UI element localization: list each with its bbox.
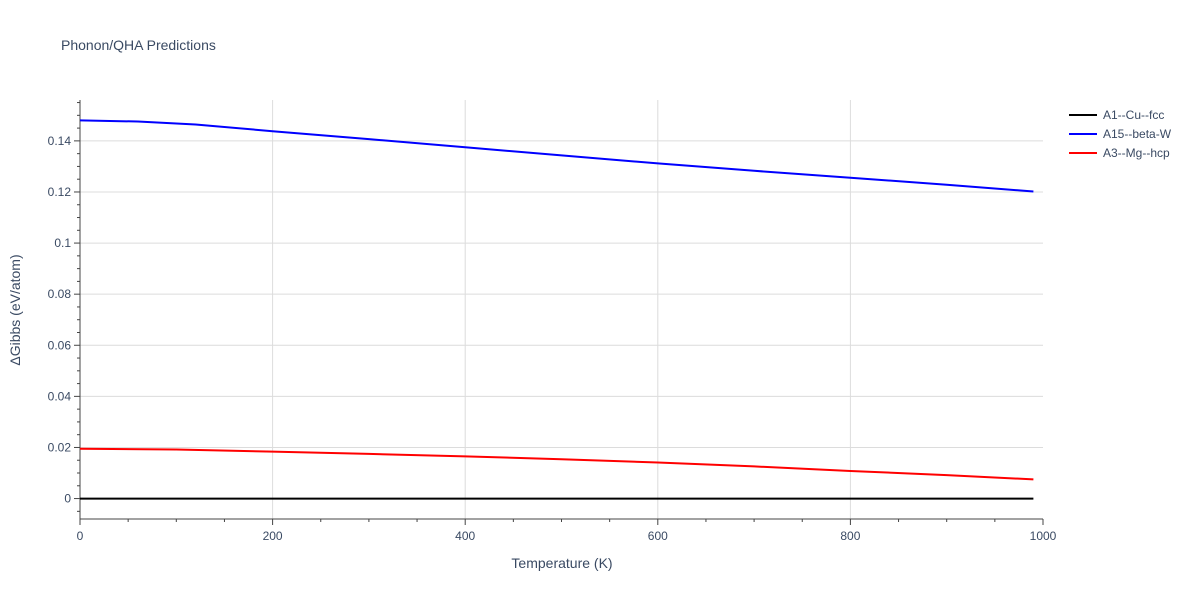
y-tick-labels: 0 0.02 0.04 0.06 0.08 0.1 0.12 0.14 (48, 134, 72, 506)
x-tick-labels: 0 200 400 600 800 1000 (77, 529, 1057, 543)
y-tick-label: 0.02 (48, 440, 72, 454)
x-tick-label: 400 (455, 529, 475, 543)
series-line-2 (79, 447, 1034, 481)
y-tick-label: 0.06 (48, 338, 72, 352)
x-tick-label: 600 (648, 529, 668, 543)
y-tick-label: 0.12 (48, 185, 72, 199)
x-axis-title: Temperature (K) (511, 555, 612, 571)
y-axis-title: ΔGibbs (eV/atom) (7, 254, 23, 365)
series-lines (79, 119, 1034, 500)
legend-label: A15--beta-W (1103, 127, 1172, 141)
axes (74, 100, 1044, 525)
x-tick-label: 200 (263, 529, 283, 543)
x-tick-label: 1000 (1030, 529, 1057, 543)
y-tick-label: 0 (64, 492, 71, 506)
y-tick-label: 0.08 (48, 287, 72, 301)
y-tick-label: 0.04 (48, 389, 72, 403)
series-line-1 (79, 119, 1034, 193)
x-tick-label: 800 (840, 529, 860, 543)
x-tick-label: 0 (77, 529, 84, 543)
legend-label: A3--Mg--hcp (1103, 146, 1170, 160)
y-tick-label: 0.14 (48, 134, 72, 148)
legend-label: A1--Cu--fcc (1103, 108, 1164, 122)
y-tick-label: 0.1 (54, 236, 71, 250)
grid (80, 100, 1043, 519)
chart-title: Phonon/QHA Predictions (61, 37, 216, 53)
legend: A1--Cu--fcc A15--beta-W A3--Mg--hcp (1069, 108, 1172, 160)
